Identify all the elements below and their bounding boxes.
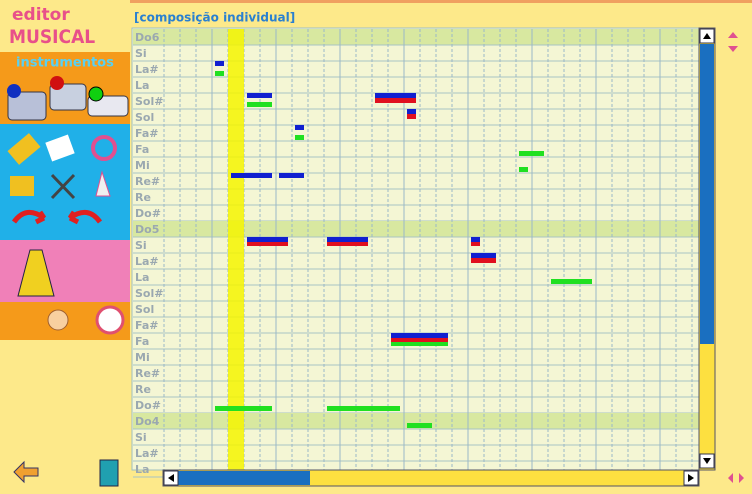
note-label: Do4 xyxy=(135,415,160,428)
note xyxy=(391,342,448,346)
note-label: Do# xyxy=(135,207,161,220)
note xyxy=(247,102,272,107)
logo-top: editor xyxy=(12,5,70,25)
note xyxy=(327,237,368,242)
octave-row xyxy=(133,221,699,237)
arrow xyxy=(688,474,694,482)
note xyxy=(247,93,272,98)
note xyxy=(375,93,416,98)
octave-row xyxy=(133,29,699,45)
note-label: Fa# xyxy=(135,127,159,140)
green-dot xyxy=(88,86,104,102)
octave-row xyxy=(133,413,699,429)
note-label: Sol xyxy=(135,303,154,316)
note-label: Fa xyxy=(135,335,149,348)
note-label: Do# xyxy=(135,399,161,412)
note-label: Re# xyxy=(135,175,160,188)
note xyxy=(231,173,272,178)
note xyxy=(215,406,272,411)
note xyxy=(471,258,496,263)
note xyxy=(551,279,592,284)
note-label: Sol xyxy=(135,111,154,124)
note-label: La# xyxy=(135,63,159,76)
logo-area xyxy=(0,0,130,52)
note-label: Si xyxy=(135,47,147,60)
note-label: Sol# xyxy=(135,287,163,300)
instrument-icon[interactable] xyxy=(49,83,87,111)
note xyxy=(279,173,304,178)
note-label: Fa# xyxy=(135,319,159,332)
top-border xyxy=(0,0,752,3)
blue-dot xyxy=(7,84,21,98)
note xyxy=(247,237,288,242)
note xyxy=(295,135,304,140)
logo-bottom: MUSICAL xyxy=(9,26,96,48)
note xyxy=(407,423,432,428)
section-title: instrumentos xyxy=(16,56,114,71)
note-label: La xyxy=(135,463,149,476)
tool-icon[interactable] xyxy=(95,170,111,197)
note-label: Mi xyxy=(135,351,150,364)
tool-icon[interactable] xyxy=(50,173,76,200)
note xyxy=(391,338,448,342)
note xyxy=(391,333,448,338)
exit-door[interactable] xyxy=(99,459,119,487)
note xyxy=(471,253,496,258)
tool-icon[interactable] xyxy=(7,133,41,165)
note xyxy=(295,125,304,130)
note-label: Do6 xyxy=(135,31,160,44)
note-label: Do5 xyxy=(135,223,159,236)
note-label: Re# xyxy=(135,367,160,380)
arrow xyxy=(168,474,174,482)
tool-icon[interactable] xyxy=(45,134,75,162)
note xyxy=(247,242,288,246)
tool-icon[interactable] xyxy=(91,135,117,161)
h-scroll-thumb[interactable] xyxy=(178,471,310,485)
note xyxy=(519,151,544,156)
note-label: Sol# xyxy=(135,95,163,108)
note-label: Si xyxy=(135,239,147,252)
note xyxy=(215,71,224,76)
note xyxy=(471,237,480,242)
note xyxy=(471,242,480,246)
red-dot xyxy=(50,76,64,90)
note xyxy=(327,406,400,411)
note-label: Re xyxy=(135,191,151,204)
window-title: [composição individual] xyxy=(134,11,295,25)
note xyxy=(407,114,416,119)
undo[interactable] xyxy=(11,209,47,225)
note xyxy=(407,109,416,114)
note-label: La# xyxy=(135,447,159,460)
back-button[interactable] xyxy=(13,460,39,484)
note-label: Si xyxy=(135,431,147,444)
arrow xyxy=(703,458,711,464)
stop-icon[interactable] xyxy=(95,305,125,335)
note xyxy=(327,242,368,246)
note-label: Fa xyxy=(135,143,149,156)
v-scroll-thumb[interactable] xyxy=(700,44,714,344)
listen-icon[interactable] xyxy=(47,309,69,331)
instrument-icon[interactable] xyxy=(7,91,47,121)
metronome[interactable] xyxy=(17,249,55,297)
octave-arrows[interactable] xyxy=(728,32,738,52)
note-label: Re xyxy=(135,383,151,396)
page-arrows[interactable] xyxy=(728,473,744,483)
note xyxy=(519,167,528,172)
note-label: La xyxy=(135,79,149,92)
note-label: La xyxy=(135,271,149,284)
note-label: La# xyxy=(135,255,159,268)
tool-icon[interactable] xyxy=(10,176,34,196)
playhead-column xyxy=(228,29,244,470)
redo[interactable] xyxy=(67,209,103,225)
arrow xyxy=(703,33,711,39)
note xyxy=(215,61,224,66)
note xyxy=(375,98,416,103)
note-label: Mi xyxy=(135,159,150,172)
